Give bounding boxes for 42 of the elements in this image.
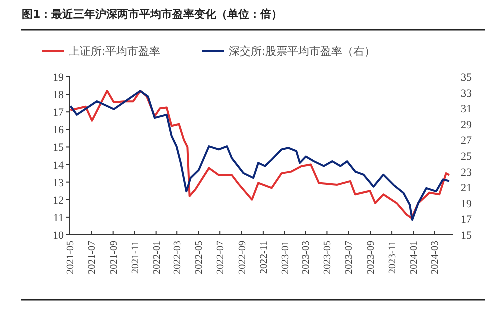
y-tick-label: 15: [53, 142, 64, 154]
chart-title: 图1：最近三年沪深两市平均市盈率变化（单位：倍）: [22, 8, 283, 21]
y2-tick-label: 33: [461, 88, 472, 100]
legend-label: 深交所:股票平均市盈率（右）: [229, 45, 376, 58]
x-tick-label: 2022-05: [194, 241, 206, 274]
x-tick-label: 2024-03: [430, 241, 442, 274]
y-tick-label: 11: [53, 212, 64, 224]
y2-tick-label: 19: [461, 198, 472, 210]
y-tick-label: 14: [53, 160, 64, 172]
x-tick-label: 2022-01: [152, 241, 163, 274]
y-tick-label: 18: [53, 90, 64, 102]
x-tick-label: 2023-09: [366, 241, 378, 274]
x-tick-label: 2023-11: [388, 241, 399, 274]
x-tick-label: 2022-11: [258, 241, 270, 274]
y-tick-label: 10: [53, 230, 64, 242]
x-tick-label: 2023-01: [280, 241, 292, 274]
y-tick-label: 12: [53, 194, 64, 207]
x-tick-label: 2023-05: [322, 241, 334, 274]
y2-tick-label: 27: [461, 135, 472, 148]
y2-tick-label: 35: [461, 72, 472, 84]
y2-tick-label: 21: [461, 182, 472, 195]
x-tick-label: 2023-03: [301, 241, 312, 274]
y2-tick-label: 25: [461, 151, 472, 163]
y-tick-label: 17: [53, 107, 64, 120]
y2-tick-label: 31: [461, 104, 472, 116]
x-tick-label: 2022-07: [216, 241, 227, 274]
x-tick-label: 2022-03: [172, 241, 184, 274]
legend-label: 上证所:平均市盈率: [69, 45, 161, 58]
x-tick-label: 2024-01: [409, 241, 420, 274]
x-tick-label: 2021-11: [130, 241, 142, 274]
x-tick-label: 2021-07: [86, 241, 98, 274]
y2-tick-label: 29: [461, 119, 472, 132]
x-tick-label: 2021-05: [66, 241, 76, 274]
y-tick-label: 13: [53, 177, 64, 190]
y2-tick-label: 15: [461, 230, 472, 242]
y-tick-label: 19: [53, 72, 64, 84]
y2-tick-label: 17: [461, 214, 472, 226]
y-tick-label: 16: [53, 124, 64, 137]
x-tick-label: 2022-09: [237, 241, 248, 274]
x-tick-label: 2023-07: [344, 241, 356, 274]
x-tick-label: 2021-09: [108, 241, 120, 274]
y2-tick-label: 23: [461, 166, 472, 179]
